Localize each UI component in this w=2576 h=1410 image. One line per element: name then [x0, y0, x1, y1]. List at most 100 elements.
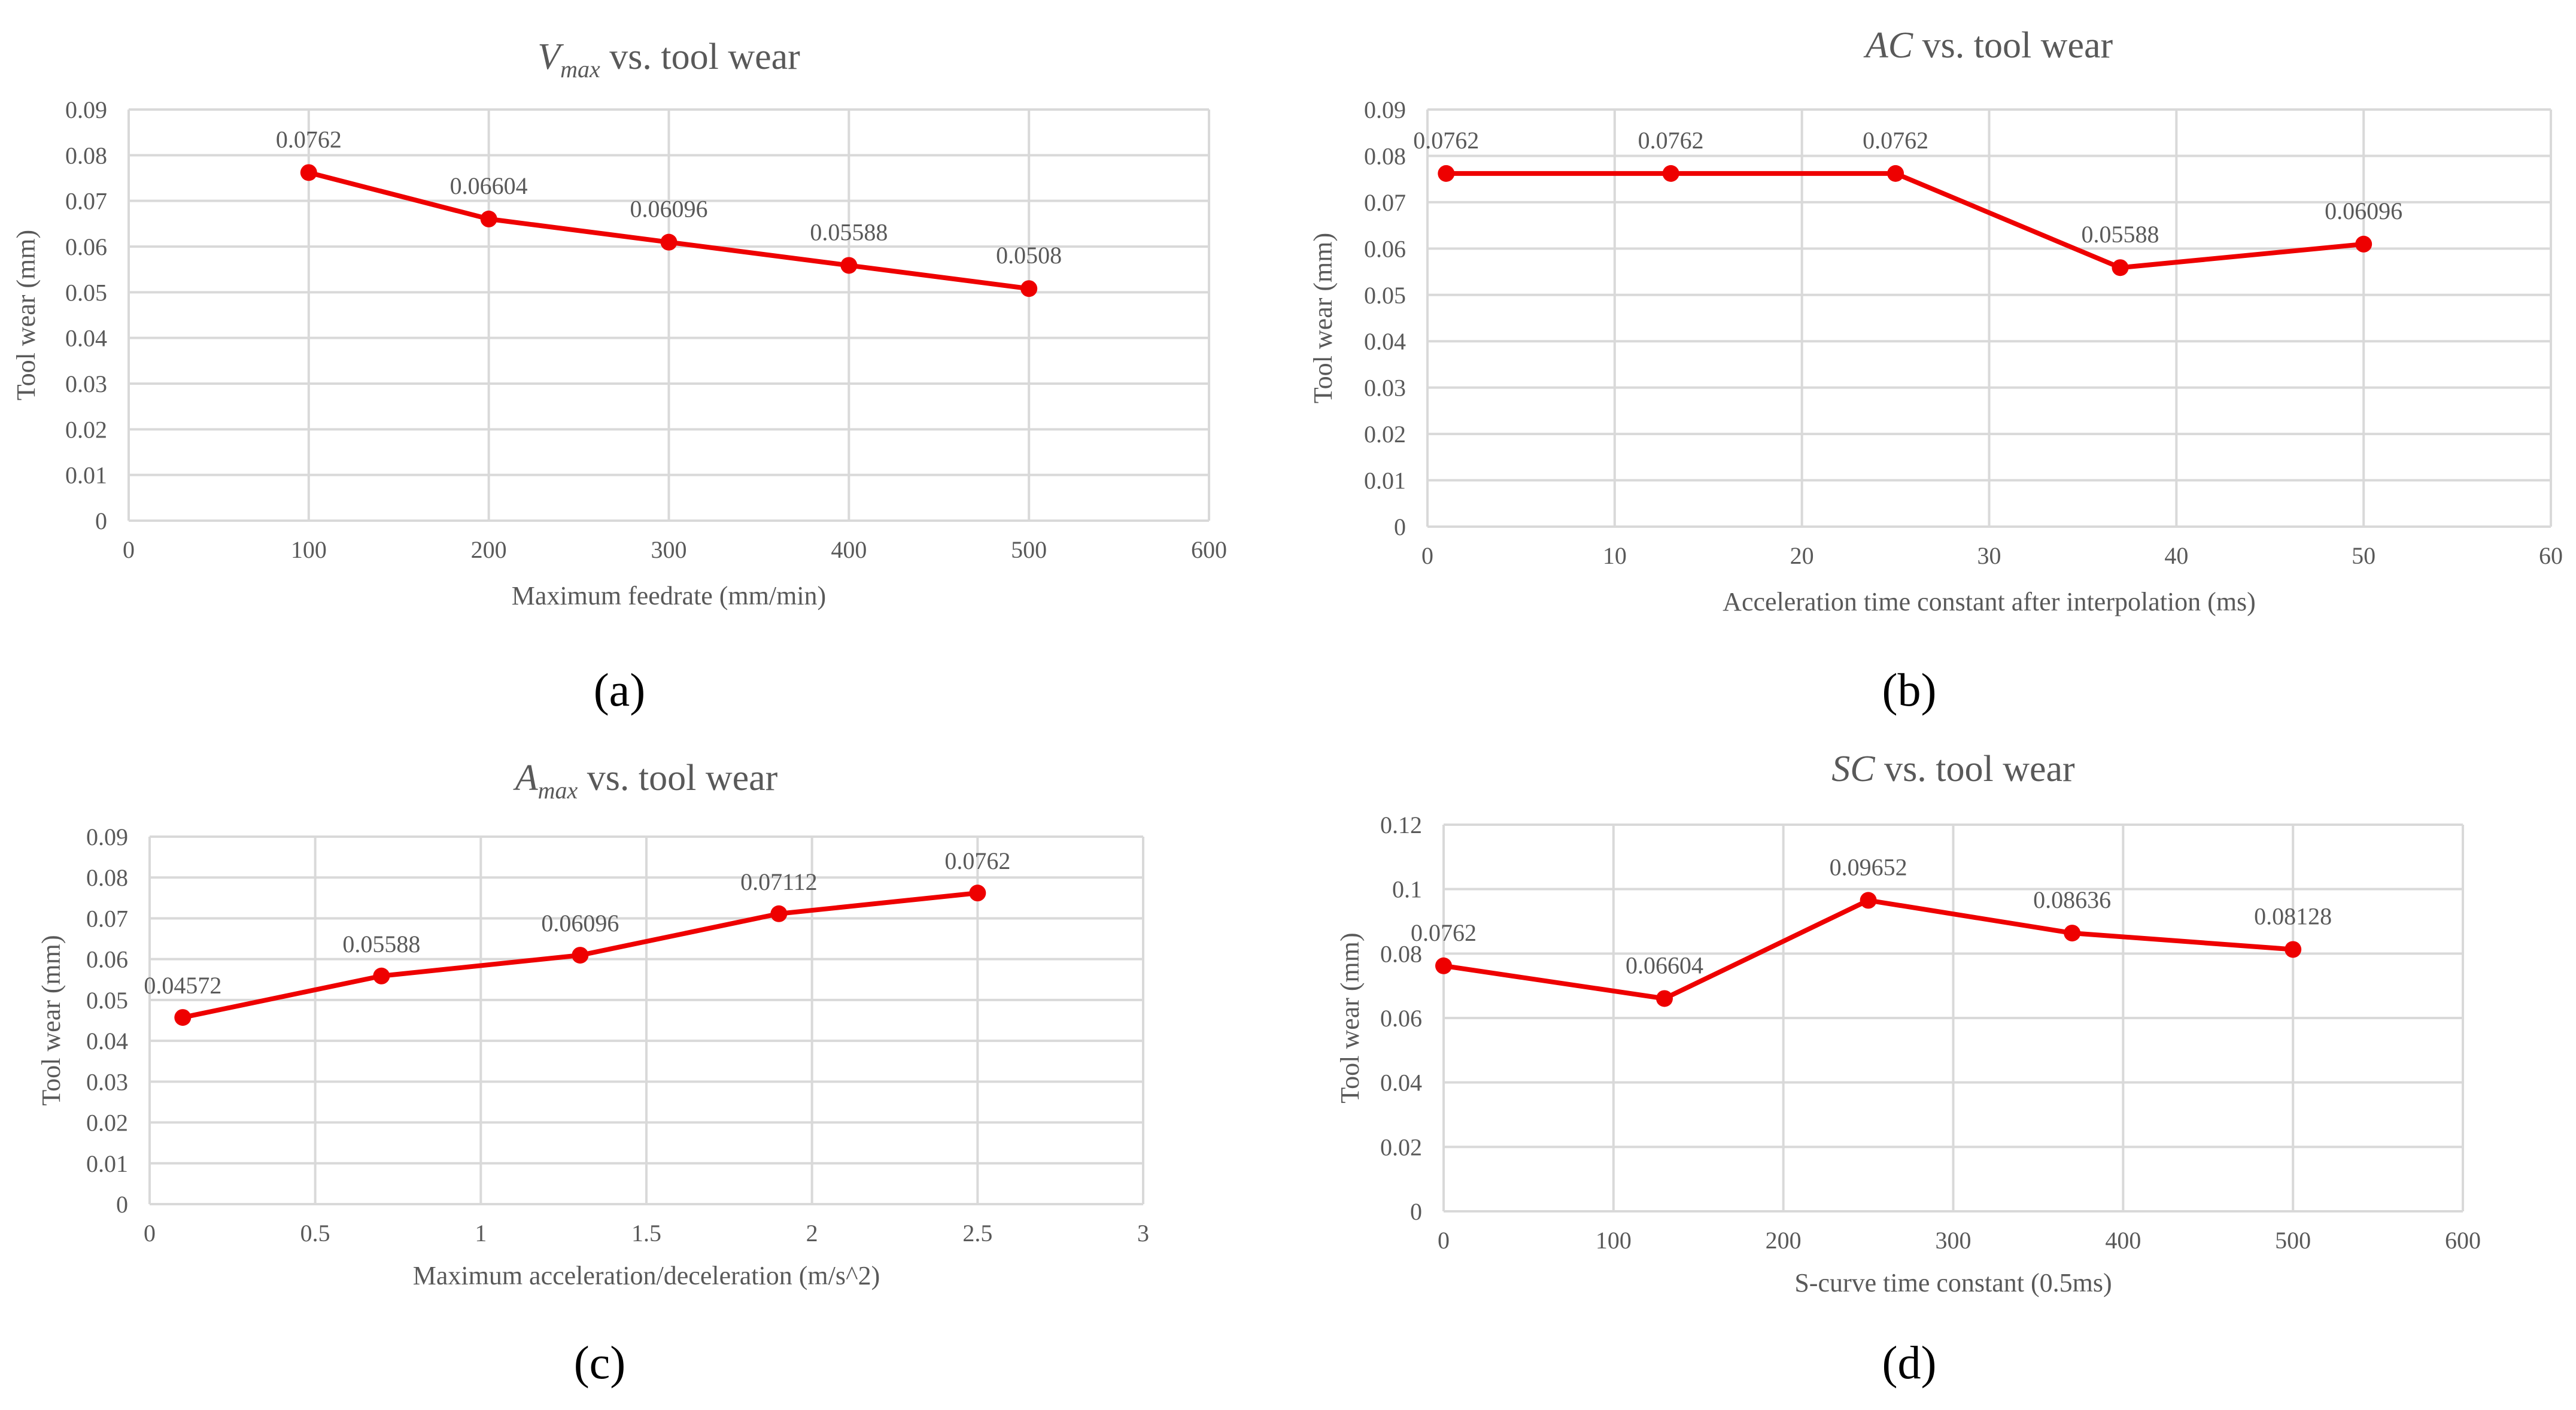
chart4-xtick-label: 300 — [1936, 1227, 1972, 1254]
chart3-ytick-label: 0.07 — [86, 905, 128, 932]
chart1-data-label: 0.0508 — [996, 242, 1062, 269]
chart4-data-point — [1435, 957, 1452, 974]
chart2-ytick-label: 0.07 — [1364, 189, 1406, 216]
chart4-xtick-label: 400 — [2105, 1227, 2141, 1254]
chart4-xlabel: S-curve time constant (0.5ms) — [1794, 1268, 2112, 1297]
chart2-data-label: 0.06096 — [2325, 197, 2402, 224]
chart4-data-label: 0.09652 — [1830, 853, 1907, 880]
chart3-ytick-label: 0.01 — [86, 1150, 128, 1177]
chart1-xtick-label: 100 — [291, 536, 327, 563]
chart4-data-point — [1655, 990, 1673, 1007]
chart1-data-point — [840, 257, 858, 274]
chart1-xtick-label: 300 — [651, 536, 687, 563]
chart4-ytick-label: 0 — [1410, 1198, 1422, 1225]
chart4-data-point — [2064, 925, 2081, 942]
chart2-data-label: 0.0762 — [1413, 127, 1479, 154]
chart1-ytick-label: 0 — [95, 508, 107, 534]
chart2-data-label: 0.0762 — [1863, 127, 1928, 154]
chart3-data-label: 0.04572 — [144, 972, 221, 999]
chart3-ytick-label: 0 — [116, 1191, 128, 1218]
chart3-xtick-label: 2 — [806, 1220, 818, 1247]
chart3-data-label: 0.05588 — [342, 931, 420, 958]
chart4-data-point — [1860, 892, 1877, 909]
chart2-data-point — [2112, 259, 2129, 276]
chart3-xtick-label: 0 — [144, 1220, 156, 1247]
chart2-ylabel: Tool wear (mm) — [1308, 233, 1338, 403]
chart1-data-label: 0.0762 — [276, 126, 342, 153]
chart1-xtick-label: 500 — [1011, 536, 1047, 563]
chart4-title: SC vs. tool wear — [1831, 749, 2075, 789]
chart2-ytick-label: 0.01 — [1364, 467, 1406, 494]
chart2-ytick-label: 0.09 — [1364, 96, 1406, 123]
chart4-ytick-label: 0.1 — [1392, 876, 1422, 903]
chart2-xtick-label: 30 — [1977, 542, 2001, 569]
panel-label-d: (d) — [1882, 1336, 1937, 1388]
chart3-ytick-label: 0.04 — [86, 1028, 128, 1055]
chart1-ytick-label: 0.02 — [65, 416, 107, 443]
chart1-ytick-label: 0.01 — [65, 462, 107, 489]
chart1-xtick-label: 0 — [123, 536, 135, 563]
chart1-xtick-label: 400 — [831, 536, 867, 563]
chart2-data-point — [2355, 235, 2373, 253]
chart2-xtick-label: 0 — [1421, 542, 1433, 569]
chart1-ytick-label: 0.04 — [65, 325, 107, 352]
chart2-data-label: 0.0762 — [1638, 127, 1704, 154]
chart3-ylabel: Tool wear (mm) — [37, 935, 66, 1105]
chart2-title: AC vs. tool wear — [1863, 25, 2113, 66]
chart3-ytick-label: 0.05 — [86, 987, 128, 1014]
chart3-data-point — [770, 905, 788, 922]
chart3-xtick-label: 1.5 — [631, 1220, 661, 1247]
chart1-data-label: 0.06604 — [450, 172, 528, 199]
chart4-ytick-label: 0.08 — [1380, 940, 1422, 967]
chart1-xlabel: Maximum feedrate (mm/min) — [512, 581, 826, 610]
chart3-ytick-label: 0.08 — [86, 864, 128, 891]
chart1-ytick-label: 0.07 — [65, 188, 107, 215]
chart2-ytick-label: 0.08 — [1364, 142, 1406, 169]
chart2-ytick-label: 0.03 — [1364, 375, 1406, 402]
panel-label-b: (b) — [1882, 664, 1937, 716]
chart3-xtick-label: 0.5 — [300, 1220, 330, 1247]
chart2-xlabel: Acceleration time constant after interpo… — [1723, 587, 2256, 616]
chart2-data-point — [1662, 165, 1679, 182]
chart1-xtick-label: 600 — [1191, 536, 1227, 563]
chart3-data-point — [373, 967, 390, 984]
chart4-ytick-label: 0.06 — [1380, 1005, 1422, 1032]
chart2-data-point — [1887, 165, 1904, 182]
chart2-xtick-label: 50 — [2352, 542, 2375, 569]
chart1-title: Vmax vs. tool wear — [537, 37, 800, 83]
chart2-ytick-label: 0 — [1394, 513, 1406, 540]
chart1-ytick-label: 0.09 — [65, 96, 107, 123]
chart3-ytick-label: 0.09 — [86, 823, 128, 850]
chart4-series-line — [1443, 898, 2294, 1001]
chart4-data-label: 0.08128 — [2254, 902, 2332, 929]
chart4-xtick-label: 100 — [1596, 1227, 1632, 1254]
chart3-xtick-label: 2.5 — [962, 1220, 992, 1247]
chart2-xtick-label: 60 — [2539, 542, 2563, 569]
chart1-data-point — [660, 233, 678, 251]
chart4-data-label: 0.06604 — [1626, 952, 1703, 979]
chart4-ytick-label: 0.02 — [1380, 1134, 1422, 1160]
chart1-data-point — [1020, 280, 1038, 297]
chart4-xtick-label: 500 — [2275, 1227, 2311, 1254]
chart3-xlabel: Maximum acceleration/deceleration (m/s^2… — [413, 1261, 880, 1290]
chart4-xtick-label: 200 — [1766, 1227, 1802, 1254]
chart4-data-label: 0.0762 — [1411, 919, 1477, 946]
chart3-data-label: 0.0762 — [944, 847, 1010, 874]
chart2-xtick-label: 40 — [2164, 542, 2188, 569]
chart3-data-point — [174, 1009, 192, 1026]
chart3-ytick-label: 0.02 — [86, 1110, 128, 1136]
chart3-ytick-label: 0.06 — [86, 946, 128, 973]
chart2-ytick-label: 0.02 — [1364, 421, 1406, 448]
chart1-ytick-label: 0.06 — [65, 233, 107, 260]
chart1-data-point — [300, 164, 317, 181]
chart2-ytick-label: 0.06 — [1364, 235, 1406, 262]
chart4-xtick-label: 0 — [1438, 1227, 1450, 1254]
chart1-xtick-label: 200 — [471, 536, 507, 563]
panel-label-c: (c) — [573, 1336, 626, 1388]
chart1-ylabel: Tool wear (mm) — [11, 230, 41, 400]
chart2-ytick-label: 0.05 — [1364, 282, 1406, 309]
chart1-data-label: 0.06096 — [630, 196, 708, 223]
chart2-data-point — [1438, 165, 1455, 182]
